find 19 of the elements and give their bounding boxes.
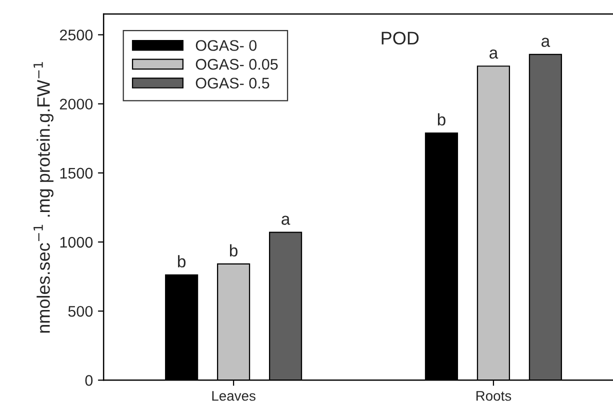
legend-label: OGAS- 0: [196, 40, 257, 51]
data-label: b: [178, 255, 186, 268]
y-tick-label: 1000: [60, 236, 93, 248]
y-tick-label: 0: [85, 375, 93, 386]
data-label: a: [490, 50, 498, 59]
y-tick-label: 1500: [60, 168, 93, 179]
y-tick-label: 2500: [60, 30, 93, 40]
y-tick-label: 500: [68, 306, 93, 317]
x-tick-label: Roots: [476, 391, 512, 401]
data-label: b: [230, 244, 238, 257]
text: POD: [382, 32, 419, 45]
data-label: a: [282, 216, 290, 225]
data-label: b: [438, 113, 446, 126]
legend-label: OGAS- 0.5: [196, 78, 270, 89]
x-tick-label: Leaves: [212, 391, 256, 401]
legend-label: OGAS- 0.05: [196, 58, 278, 70]
data-label: a: [542, 38, 550, 47]
y-axis-title: nmoles.sec$^{−1}$ .mg protein.g.FW$^{−1}$: [34, 62, 54, 333]
y-tick-label: 2000: [60, 98, 93, 110]
